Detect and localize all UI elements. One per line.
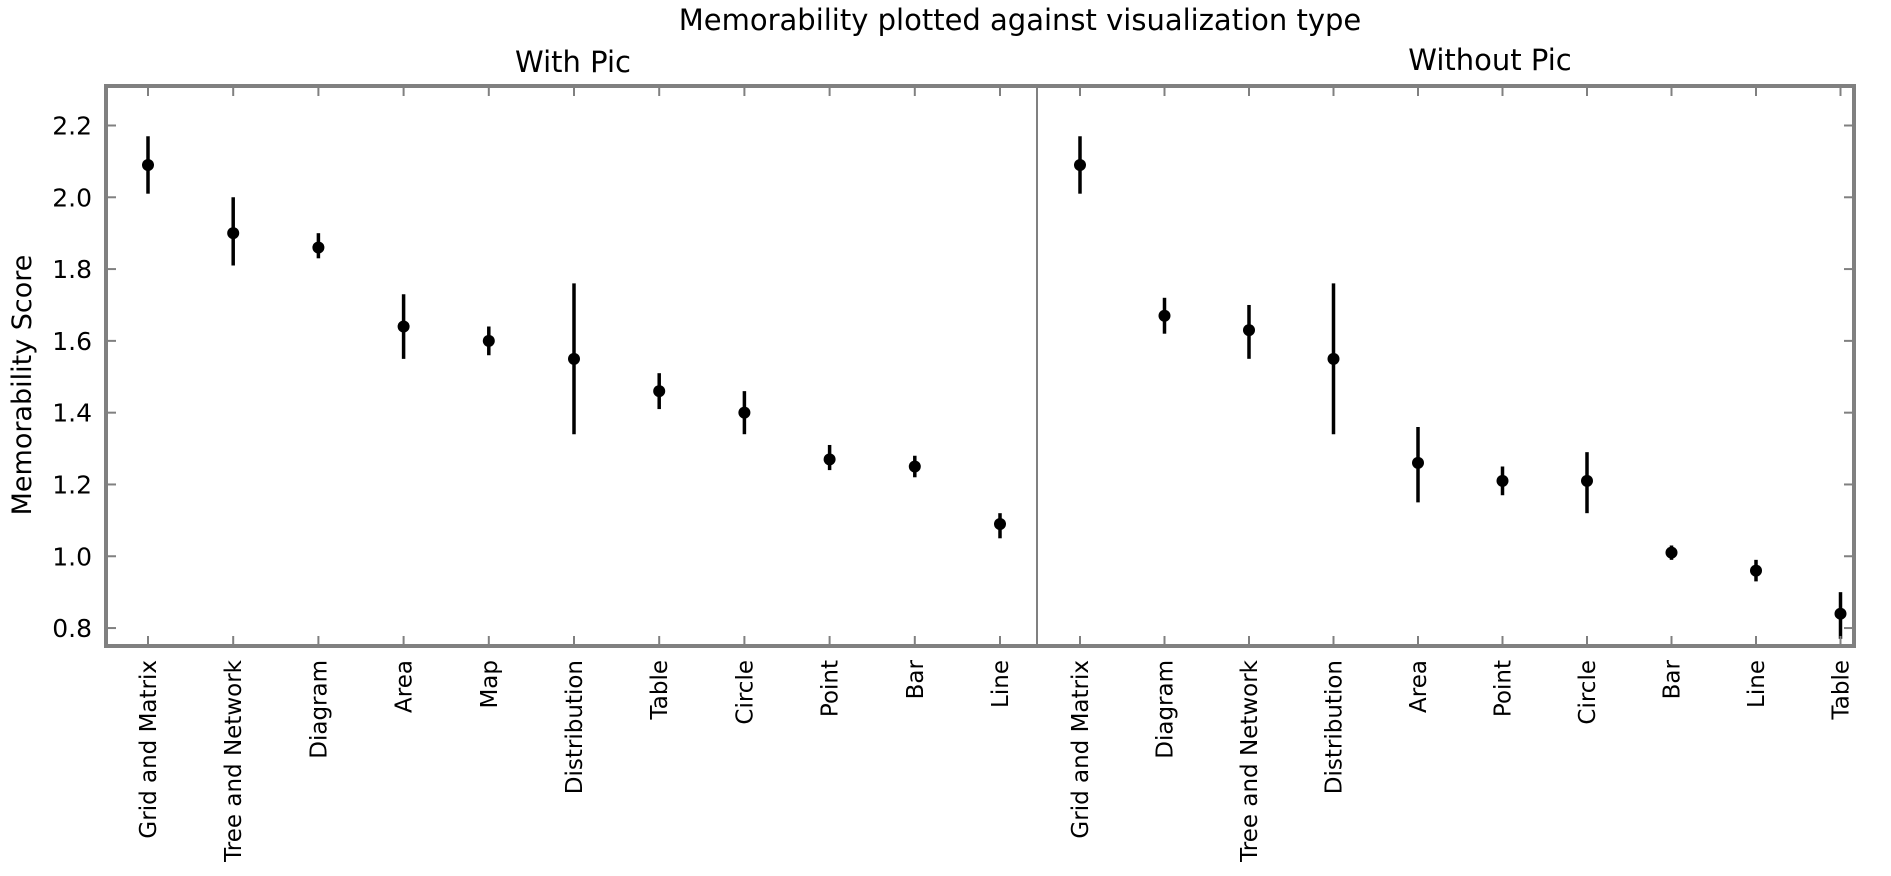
y-axis-ticks: 0.8 1.0 1.2 1.4 1.6 1.8 2.0 2.2 [52, 111, 1854, 643]
y-tick-label: 1.0 [52, 542, 92, 571]
data-point [1834, 607, 1847, 620]
data-point [568, 352, 580, 365]
x-tick-label: Circle [1575, 660, 1601, 725]
data-point [1158, 309, 1171, 322]
x-tick-label: Tree and Network [1237, 659, 1263, 863]
x-tick-label: Area [392, 660, 418, 713]
x-tick-label: Diagram [1153, 660, 1179, 759]
data-point [227, 227, 240, 240]
data-point [1581, 474, 1593, 487]
x-tick-label: Bar [903, 659, 929, 699]
data-point [1750, 564, 1762, 577]
y-tick-label: 2.0 [52, 183, 92, 212]
x-tick-label: Circle [732, 660, 758, 725]
chart-marks [142, 136, 1847, 639]
x-tick-label: Line [988, 660, 1014, 708]
x-tick-label: Grid and Matrix [136, 660, 162, 839]
data-point [908, 460, 921, 473]
y-tick-label: 2.2 [52, 111, 92, 140]
data-point [312, 241, 325, 254]
data-point [1412, 456, 1424, 469]
data-point [482, 334, 495, 347]
x-tick-label: Table [647, 660, 673, 720]
x-axis-ticks: Grid and Matrix Tree and Network Diagram Ar… [136, 86, 1855, 863]
data-point [1327, 352, 1340, 365]
x-tick-label: Tree and Network [221, 659, 247, 863]
x-tick-label: Map [477, 660, 503, 709]
data-point [994, 517, 1006, 530]
x-tick-label: Distribution [1322, 660, 1348, 794]
panel-title-without-pic: Without Pic [1408, 43, 1571, 77]
x-tick-label: Diagram [306, 660, 332, 759]
y-axis-label: Memorability Score [7, 255, 38, 516]
data-point [1074, 158, 1086, 171]
data-point [653, 385, 666, 398]
data-point [738, 406, 751, 419]
data-point [1243, 324, 1255, 337]
panel-title-with-pic: With Pic [515, 45, 631, 79]
y-tick-label: 1.2 [52, 470, 92, 499]
data-point [397, 320, 410, 333]
x-tick-label: Grid and Matrix [1068, 660, 1094, 839]
x-tick-label: Area [1406, 660, 1432, 713]
data-point [142, 158, 154, 171]
x-tick-label: Table [1829, 660, 1855, 720]
x-tick-label: Line [1744, 660, 1770, 708]
plot-frame [104, 84, 1856, 648]
chart-title: Memorability plotted against visualizati… [679, 3, 1362, 37]
x-tick-label: Bar [1660, 659, 1686, 699]
x-tick-label: Point [1491, 660, 1517, 717]
y-tick-label: 0.8 [52, 614, 92, 643]
y-tick-label: 1.8 [52, 255, 92, 284]
data-point [1496, 474, 1509, 487]
x-tick-label: Point [818, 660, 844, 717]
data-point [823, 453, 836, 466]
x-tick-label: Distribution [562, 660, 588, 794]
y-tick-label: 1.4 [52, 399, 92, 428]
data-point [1665, 546, 1678, 559]
y-tick-label: 1.6 [52, 327, 92, 356]
